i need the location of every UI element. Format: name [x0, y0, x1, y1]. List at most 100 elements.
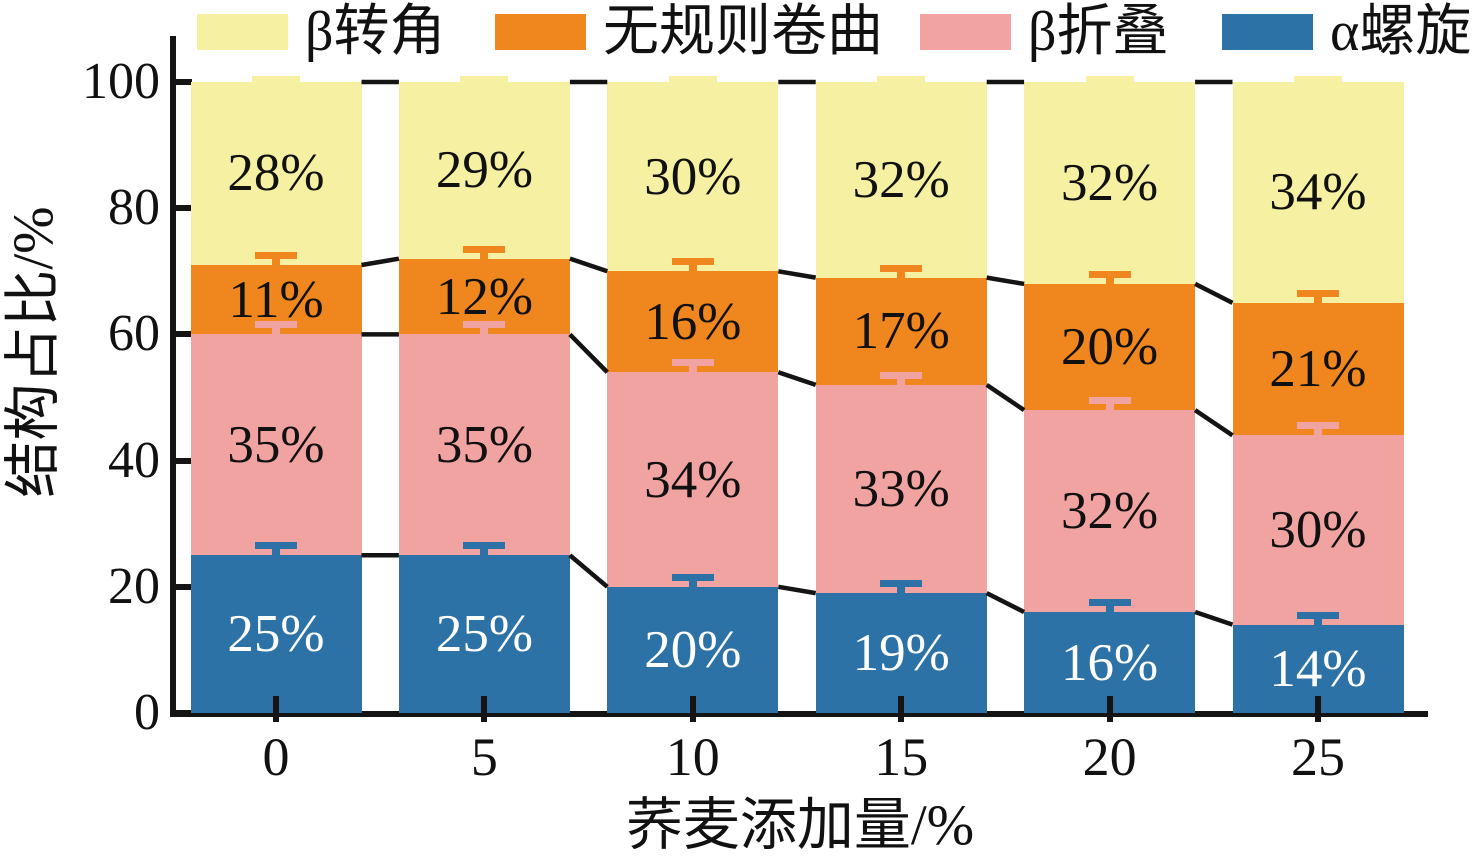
- x-axis-title: 荞麦添加量/%: [625, 794, 975, 857]
- bar-segment-α螺旋-5: [398, 555, 570, 713]
- bar-segment-β折叠-10: [607, 372, 779, 587]
- bar-value-label: 35%: [435, 415, 533, 474]
- bar-value-label: 28%: [227, 144, 325, 203]
- x-tick-label: 0: [262, 727, 290, 787]
- bar-segment-β转角-25: [1232, 82, 1404, 303]
- bar-value-label: 32%: [1061, 153, 1159, 212]
- bar-value-label: 29%: [435, 141, 533, 200]
- bar-segment-β折叠-25: [1232, 435, 1404, 625]
- bar-segment-β折叠-20: [1024, 410, 1196, 613]
- bar-segment-无规则卷曲-25: [1232, 302, 1404, 436]
- y-tick: [176, 710, 192, 716]
- legend-label-α螺旋: α螺旋: [1330, 1, 1472, 63]
- bar-segment-β转角-5: [398, 82, 570, 259]
- connector-line: [568, 553, 609, 589]
- y-tick-label: 40: [108, 431, 160, 489]
- y-tick-label: 20: [108, 557, 160, 615]
- bar-value-label: 33%: [852, 459, 950, 518]
- error-bar-cap: [463, 542, 506, 550]
- bar-value-label: 14%: [1269, 639, 1367, 698]
- connector-line: [777, 584, 817, 596]
- legend-swatch-α螺旋: [1222, 14, 1313, 50]
- error-bar-cap: [671, 573, 714, 581]
- bar-value-label: 32%: [1061, 482, 1159, 541]
- bar-value-label: 34%: [1269, 163, 1367, 222]
- error-bar-cap: [255, 321, 297, 329]
- x-tick-label: 10: [665, 727, 720, 787]
- bar-value-label: 32%: [852, 150, 950, 209]
- y-tick: [176, 583, 192, 590]
- bar-value-label: 25%: [435, 605, 533, 664]
- x-tick: [481, 696, 488, 722]
- legend-swatch-β转角: [197, 14, 288, 50]
- legend-swatch-β折叠: [920, 14, 1011, 50]
- error-bar-cap: [880, 264, 923, 272]
- x-tick: [1106, 696, 1113, 722]
- x-tick-label: 5: [470, 727, 498, 787]
- bar-value-label: 16%: [1061, 633, 1159, 692]
- bar-segment-α螺旋-15: [815, 593, 987, 713]
- bar-segment-无规则卷曲-20: [1024, 283, 1196, 411]
- bar-value-label: 17%: [852, 302, 950, 361]
- bar-segment-β转角-15: [815, 82, 987, 278]
- connector-line: [986, 275, 1025, 287]
- bar-segment-β转角-0: [190, 82, 362, 265]
- error-bar-cap: [1088, 599, 1131, 607]
- error-bar-cap: [1085, 76, 1134, 83]
- error-bar-cap: [255, 251, 297, 259]
- bar-value-label: 11%: [228, 270, 324, 329]
- x-tick: [689, 696, 696, 722]
- y-tick: [176, 331, 192, 338]
- y-tick: [176, 457, 192, 464]
- connector-line: [1194, 281, 1234, 305]
- legend-label-无规则卷曲: 无规则卷曲: [603, 1, 883, 63]
- error-bar-cap: [1297, 422, 1339, 430]
- bar-segment-无规则卷曲-10: [607, 271, 779, 373]
- connector-line: [777, 370, 817, 388]
- bar-value-label: 34%: [644, 450, 742, 509]
- y-axis-line: [170, 36, 176, 717]
- bar-value-label: 30%: [644, 147, 742, 206]
- x-tick: [1315, 696, 1321, 722]
- connector-line: [777, 269, 817, 280]
- bar-segment-β折叠-0: [190, 334, 362, 556]
- error-bar-cap: [1297, 289, 1339, 297]
- error-bar-cap: [668, 76, 717, 83]
- error-bar-cap: [1088, 397, 1131, 405]
- connector-line: [1194, 609, 1234, 627]
- bar-value-label: 35%: [227, 415, 325, 474]
- x-tick-label: 20: [1082, 727, 1137, 787]
- y-tick-label: 0: [134, 684, 160, 741]
- bar-value-label: 25%: [227, 605, 325, 664]
- error-bar-cap: [463, 321, 506, 329]
- bar-value-label: 12%: [435, 267, 533, 326]
- y-tick-label: 80: [108, 179, 160, 237]
- connector-line: [568, 332, 609, 374]
- legend-label-β折叠: β折叠: [1028, 1, 1169, 63]
- error-bar-cap: [463, 245, 506, 253]
- connector-line: [569, 256, 609, 274]
- bar-value-label: 16%: [644, 292, 742, 351]
- error-bar-cap: [1294, 76, 1342, 83]
- error-bar-cap: [255, 542, 297, 550]
- bar-segment-α螺旋-0: [190, 555, 362, 713]
- x-axis-line: [170, 711, 1428, 717]
- bar-segment-β折叠-15: [815, 384, 987, 594]
- error-bar-cap: [460, 76, 509, 83]
- bar-segment-β折叠-5: [398, 334, 570, 556]
- y-tick: [176, 205, 192, 212]
- bar-value-label: 21%: [1269, 340, 1367, 399]
- x-tick: [273, 696, 279, 722]
- legend-swatch-无规则卷曲: [495, 14, 586, 50]
- x-tick: [898, 696, 905, 722]
- x-tick-label: 25: [1291, 727, 1345, 787]
- error-bar-cap: [1297, 611, 1339, 619]
- error-bar-cap: [671, 359, 714, 367]
- bar-value-label: 20%: [644, 620, 742, 679]
- bar-value-label: 30%: [1269, 501, 1367, 559]
- error-bar-cap: [1088, 270, 1131, 278]
- error-bar-cap: [877, 76, 926, 83]
- connector-line: [985, 383, 1026, 412]
